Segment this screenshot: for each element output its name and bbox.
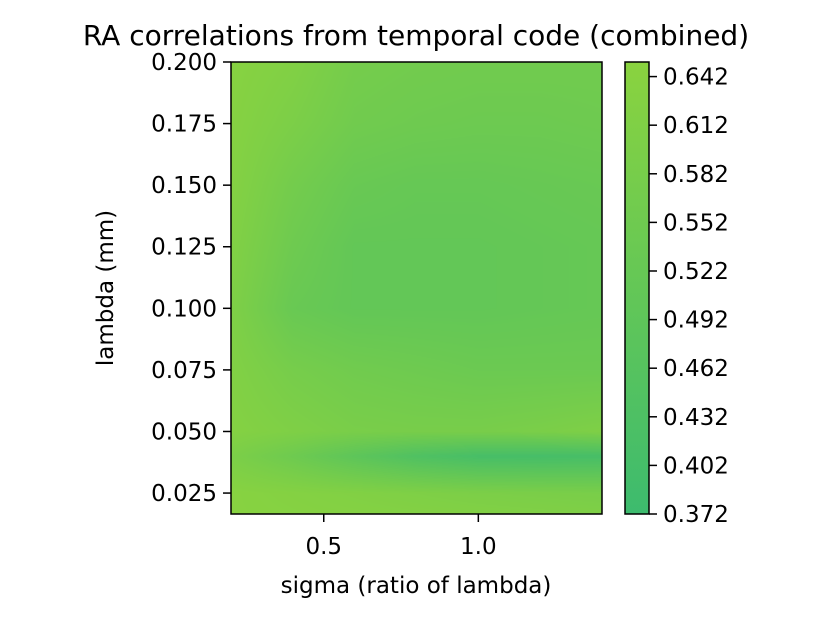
y-axis: 0.025 0.050 0.075 0.100 0.125 0.150 0.175 0.200 bbox=[151, 50, 231, 507]
colorbar-tick-label: 0.612 bbox=[663, 113, 729, 139]
colorbar-ticks: 0.372 0.402 0.432 0.462 0.492 0.522 0.552 0.582… bbox=[649, 65, 729, 528]
colorbar-tick-label: 0.522 bbox=[663, 259, 729, 285]
x-tick-label: 0.5 bbox=[305, 534, 342, 560]
x-axis-label: sigma (ratio of lambda) bbox=[281, 573, 552, 599]
y-axis-label: lambda (mm) bbox=[93, 210, 119, 366]
y-tick-label: 0.150 bbox=[151, 173, 217, 199]
colorbar-tick-label: 0.642 bbox=[663, 65, 729, 91]
heatmap bbox=[231, 62, 602, 514]
y-tick-label: 0.075 bbox=[151, 358, 217, 384]
plot-frame bbox=[230, 61, 603, 515]
y-tick-label: 0.100 bbox=[151, 296, 217, 322]
y-tick-label: 0.025 bbox=[151, 481, 217, 507]
colorbar-tick-label: 0.432 bbox=[663, 405, 729, 431]
colorbar-tick-label: 0.372 bbox=[663, 502, 729, 528]
y-tick-label: 0.125 bbox=[151, 235, 217, 261]
colorbar-tick-label: 0.492 bbox=[663, 308, 729, 334]
colorbar-tick-label: 0.582 bbox=[663, 162, 729, 188]
y-tick-label: 0.200 bbox=[151, 50, 217, 76]
x-axis: 0.5 1.0 bbox=[305, 514, 497, 560]
x-tick-label: 1.0 bbox=[460, 534, 497, 560]
colorbar bbox=[624, 61, 650, 515]
colorbar-tick-label: 0.402 bbox=[663, 453, 729, 479]
chart-title: RA correlations from temporal code (comb… bbox=[83, 19, 749, 52]
y-tick-label: 0.050 bbox=[151, 419, 217, 445]
y-tick-label: 0.175 bbox=[151, 112, 217, 138]
colorbar-tick-label: 0.552 bbox=[663, 210, 729, 236]
colorbar-tick-label: 0.462 bbox=[663, 356, 729, 382]
